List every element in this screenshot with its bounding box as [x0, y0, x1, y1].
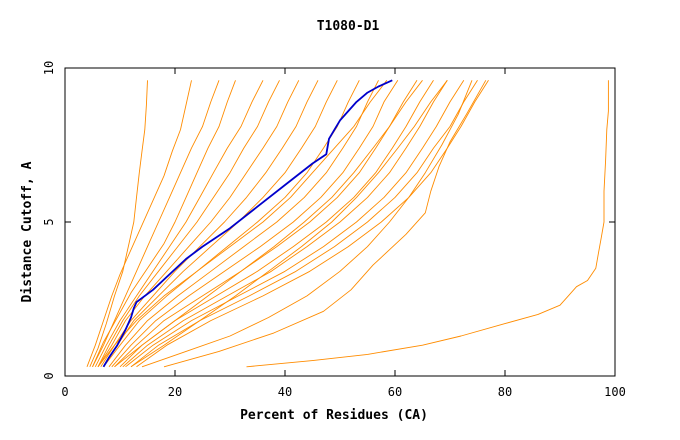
x-tick-label-5: 100 [604, 385, 626, 399]
chart-title: T1080-D1 [317, 19, 380, 34]
series-line-17 [130, 80, 478, 368]
series-line-20 [114, 80, 423, 368]
series-line-4 [92, 80, 236, 367]
x-tick-label-4: 80 [498, 385, 512, 399]
series-line-11 [108, 80, 379, 368]
x-tick-label-0: 0 [61, 385, 68, 399]
series-line-16 [125, 80, 465, 368]
series-line-13 [114, 80, 418, 368]
y-tick-label-0: 0 [42, 372, 56, 379]
series-line-23 [163, 80, 487, 368]
x-tick-label-3: 60 [388, 385, 402, 399]
series-line-1 [89, 80, 148, 367]
series-line-2 [86, 80, 192, 367]
x-tick-label-2: 40 [278, 385, 292, 399]
y-axis-label: Distance Cutoff, A [20, 161, 35, 302]
series-line-18 [136, 80, 489, 368]
series-line-8 [100, 80, 319, 368]
series-line-22 [141, 80, 473, 368]
x-axis-label: Percent of Residues (CA) [240, 408, 428, 423]
series-line-5 [94, 80, 264, 368]
highlight-series-line [102, 79, 393, 368]
x-axis: 0 20 40 60 80 100 [61, 68, 626, 399]
series-line-7 [97, 80, 300, 368]
series-layer [86, 79, 609, 368]
series-line-19 [97, 80, 388, 368]
y-tick-label-1: 5 [42, 218, 56, 225]
series-line-3 [92, 80, 220, 368]
series-line-10 [103, 80, 360, 368]
series-line-24 [246, 80, 609, 368]
series-line-15 [122, 80, 448, 368]
x-tick-label-1: 20 [168, 385, 182, 399]
series-line-14 [119, 80, 434, 368]
series-line-21 [130, 80, 448, 368]
y-tick-label-2: 10 [42, 61, 56, 75]
series-line-12 [111, 80, 399, 368]
y-axis: 0 5 10 [42, 61, 615, 380]
series-line-6 [97, 80, 280, 368]
